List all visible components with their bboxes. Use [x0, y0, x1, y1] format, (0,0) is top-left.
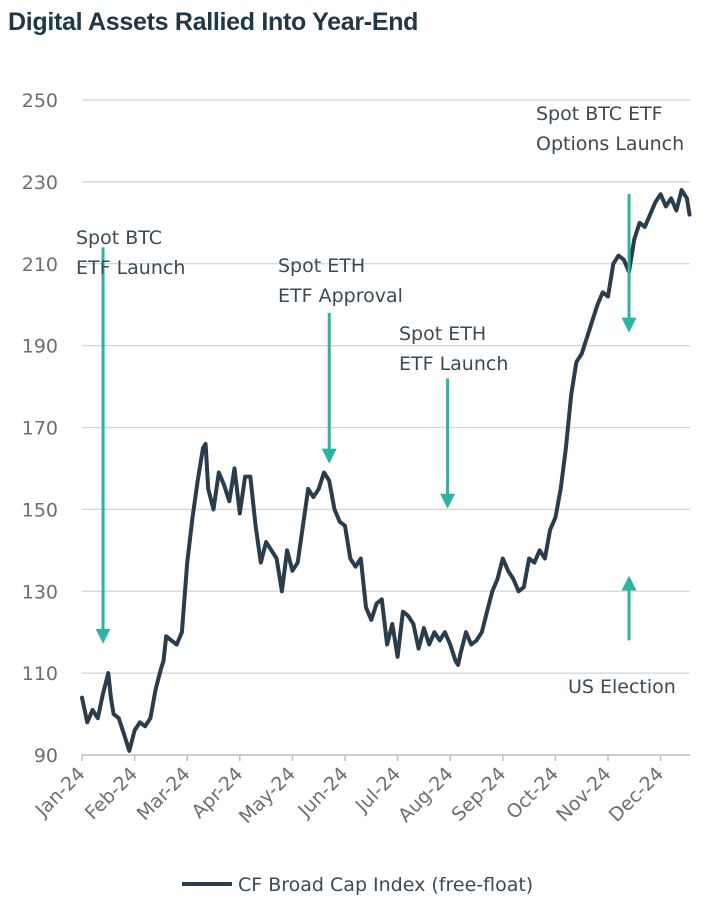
y-tick-label-230: 230: [22, 172, 58, 194]
y-tick-label-250: 250: [22, 90, 58, 112]
x-tick-label-11: Dec-24: [605, 763, 669, 827]
annotation-label-2-0: Spot ETH: [399, 323, 486, 345]
x-tick-label-2: Mar-24: [133, 763, 195, 825]
annotation-label-2-1: ETF Launch: [399, 353, 508, 375]
y-tick-label-90: 90: [34, 745, 58, 767]
series-layer: [80, 188, 692, 753]
annotation-layer: Spot BTC ETF Launch Spot ETH ETF Approval Sp…: [76, 103, 684, 698]
chart-title: Digital Assets Rallied Into Year-End: [8, 8, 419, 36]
y-tick-label-150: 150: [22, 499, 58, 521]
x-tick-label-8: Sep-24: [448, 763, 511, 826]
x-tick-label-5: Jun-24: [293, 763, 352, 822]
x-tick-label-10: Nov-24: [552, 763, 615, 826]
annotation-label-1-0: Spot ETH: [278, 255, 365, 277]
grid-layer: [82, 99, 690, 674]
x-tick-label-9: Oct-24: [502, 763, 563, 824]
legend-label: CF Broad Cap Index (free-float): [238, 874, 533, 896]
x-tick-label-7: Aug-24: [394, 763, 458, 827]
y-tick-label-210: 210: [22, 254, 58, 276]
y-tick-label-170: 170: [22, 418, 58, 440]
annotation-label-1-1: ETF Approval: [278, 285, 403, 307]
annotation-label-0-0: Spot BTC: [76, 227, 162, 249]
y-tick-label-190: 190: [22, 336, 58, 358]
annotation-label-0-1: ETF Launch: [76, 257, 185, 279]
annotation-label-4-0: US Election: [568, 676, 676, 698]
annotation-label-3-1: Options Launch: [536, 133, 684, 155]
x-tick-label-4: May-24: [235, 763, 300, 828]
legend: CF Broad Cap Index (free-float): [182, 874, 533, 896]
y-tick-label-110: 110: [22, 663, 58, 685]
x-tick-label-1: Feb-24: [81, 763, 142, 824]
series-line-0: [80, 188, 692, 753]
annotation-label-3-0: Spot BTC ETF: [536, 103, 663, 125]
y-tick-label-130: 130: [22, 581, 58, 603]
x-axis: Jan-24Feb-24Mar-24Apr-24May-24Jun-24Jul-…: [31, 754, 690, 828]
x-tick-label-0: Jan-24: [31, 763, 90, 822]
y-axis: 90 110 130 150 170 190 210 230 250: [22, 90, 58, 767]
